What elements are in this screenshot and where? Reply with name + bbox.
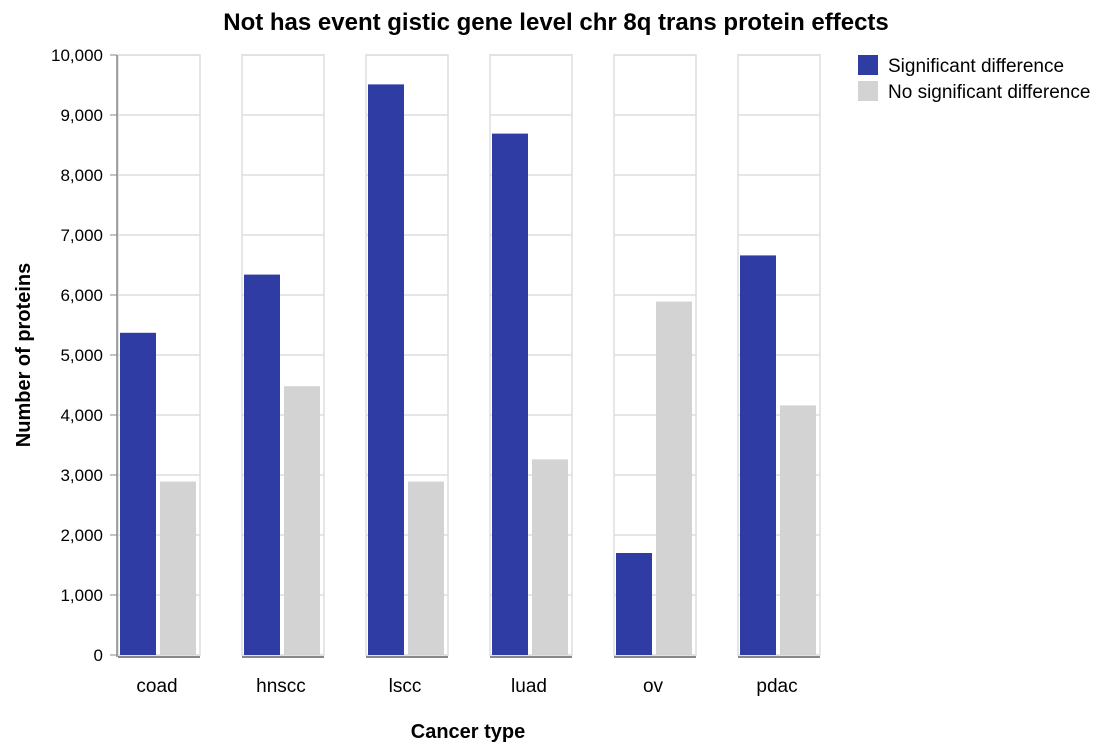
y-tick-label: 2,000: [60, 526, 103, 545]
bar-pdac-not-significant: [780, 405, 816, 655]
category-label: hnscc: [256, 676, 306, 697]
axis-layer: 0 1,000 2,000 3,000 4,000 5,000 6,000 7,000 8,00…: [51, 46, 820, 697]
chart-title: Not has event gistic gene level chr 8q t…: [223, 9, 889, 36]
y-tick-label: 8,000: [60, 166, 103, 185]
bar-pdac-significant: [740, 255, 776, 655]
bar-ov-not-significant: [656, 301, 692, 655]
bar-lscc-not-significant: [408, 481, 444, 655]
legend-swatch: [858, 55, 878, 75]
y-tick-label: 9,000: [60, 106, 103, 125]
legend-label: No significant difference: [888, 82, 1090, 103]
bar-coad-significant: [120, 332, 156, 655]
bar-ov-significant: [616, 553, 652, 655]
y-axis-title: Number of proteins: [13, 263, 35, 447]
legend: Significant difference No significant dif…: [858, 55, 1090, 103]
category-label: luad: [511, 676, 547, 697]
bar-hnscc-significant: [244, 274, 280, 655]
grid-layer: [117, 54, 821, 656]
y-tick-label: 1,000: [60, 586, 103, 605]
bar-hnscc-not-significant: [284, 386, 320, 655]
bar-luad-significant: [492, 133, 528, 656]
y-tick-label: 7,000: [60, 226, 103, 245]
bar-coad-not-significant: [160, 481, 196, 655]
category-label: lscc: [389, 676, 422, 697]
category-label: ov: [643, 676, 664, 697]
y-tick-label: 6,000: [60, 286, 103, 305]
y-tick-label: 0: [94, 646, 103, 665]
bar-luad-not-significant: [532, 459, 568, 655]
y-tick-label: 10,000: [51, 46, 103, 65]
bar-lscc-significant: [368, 84, 404, 655]
y-tick-label: 4,000: [60, 406, 103, 425]
category-label: coad: [136, 676, 177, 697]
x-axis-title: Cancer type: [411, 721, 526, 743]
category-label: pdac: [756, 676, 797, 697]
y-tick-label: 5,000: [60, 346, 103, 365]
legend-label: Significant difference: [888, 56, 1064, 77]
legend-swatch: [858, 81, 878, 101]
y-tick-label: 3,000: [60, 466, 103, 485]
bar-layer: [120, 84, 816, 656]
